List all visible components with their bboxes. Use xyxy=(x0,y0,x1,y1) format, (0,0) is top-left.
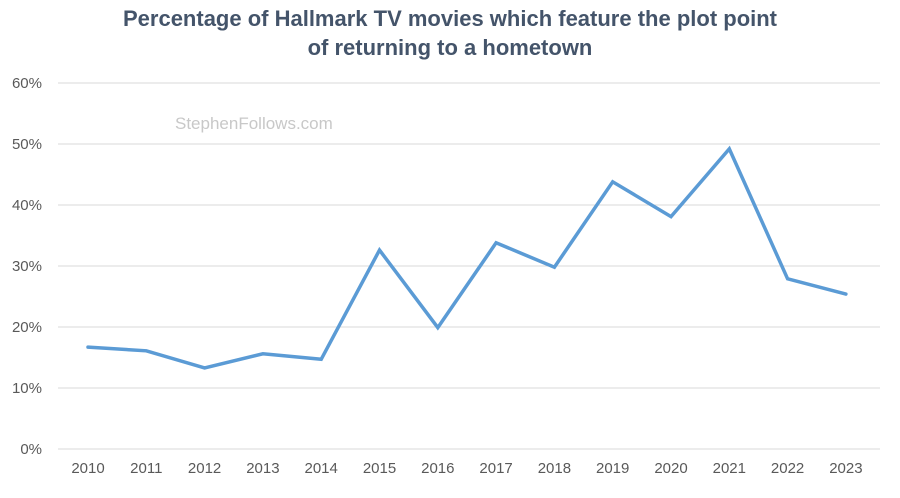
x-tick-label: 2011 xyxy=(130,460,162,477)
x-tick-label: 2021 xyxy=(713,460,746,477)
x-tick-label: 2020 xyxy=(654,460,687,477)
chart-title: Percentage of Hallmark TV movies which f… xyxy=(0,4,900,62)
data-point xyxy=(612,181,614,183)
x-tick-label: 2018 xyxy=(538,460,571,477)
x-axis: 2010 2011 2012 2013 2014 2015 2016 2017 2018 2019… xyxy=(71,460,862,477)
x-tick-label: 2010 xyxy=(71,460,104,477)
data-point xyxy=(87,346,89,348)
y-tick-label: 0% xyxy=(20,441,42,458)
x-tick-label: 2019 xyxy=(596,460,629,477)
y-axis: 0% 10% 20% 30% 40% 50% 60% xyxy=(12,75,42,458)
gridlines xyxy=(58,82,880,450)
chart-title-line2: of returning to a hometown xyxy=(307,35,593,60)
data-point xyxy=(145,350,147,352)
data-point xyxy=(262,353,264,355)
data-point xyxy=(320,358,322,360)
data-point xyxy=(204,367,206,369)
series-layer xyxy=(86,145,848,370)
y-tick-label: 40% xyxy=(12,197,42,214)
y-tick-label: 20% xyxy=(12,319,42,336)
y-tick-label: 10% xyxy=(12,380,42,397)
data-point xyxy=(379,249,380,251)
x-tick-label: 2023 xyxy=(829,460,862,477)
data-point xyxy=(495,242,497,244)
data-point xyxy=(728,148,730,150)
y-tick-label: 60% xyxy=(12,75,42,92)
x-tick-label: 2013 xyxy=(246,460,279,477)
data-point xyxy=(670,216,672,218)
x-tick-label: 2015 xyxy=(363,460,396,477)
data-point xyxy=(787,278,789,280)
data-point xyxy=(845,293,847,295)
x-tick-label: 2012 xyxy=(188,460,221,477)
watermark: StephenFollows.com xyxy=(175,114,333,133)
series-line-0 xyxy=(86,145,848,370)
x-tick-label: 2017 xyxy=(479,460,512,477)
x-tick-label: 2016 xyxy=(421,460,454,477)
chart-title-line1: Percentage of Hallmark TV movies which f… xyxy=(122,6,778,31)
y-tick-label: 30% xyxy=(12,258,42,275)
y-tick-label: 50% xyxy=(12,136,42,153)
x-tick-label: 2014 xyxy=(305,460,338,477)
data-point xyxy=(437,327,439,329)
data-point xyxy=(553,266,555,268)
x-tick-label: 2022 xyxy=(771,460,804,477)
